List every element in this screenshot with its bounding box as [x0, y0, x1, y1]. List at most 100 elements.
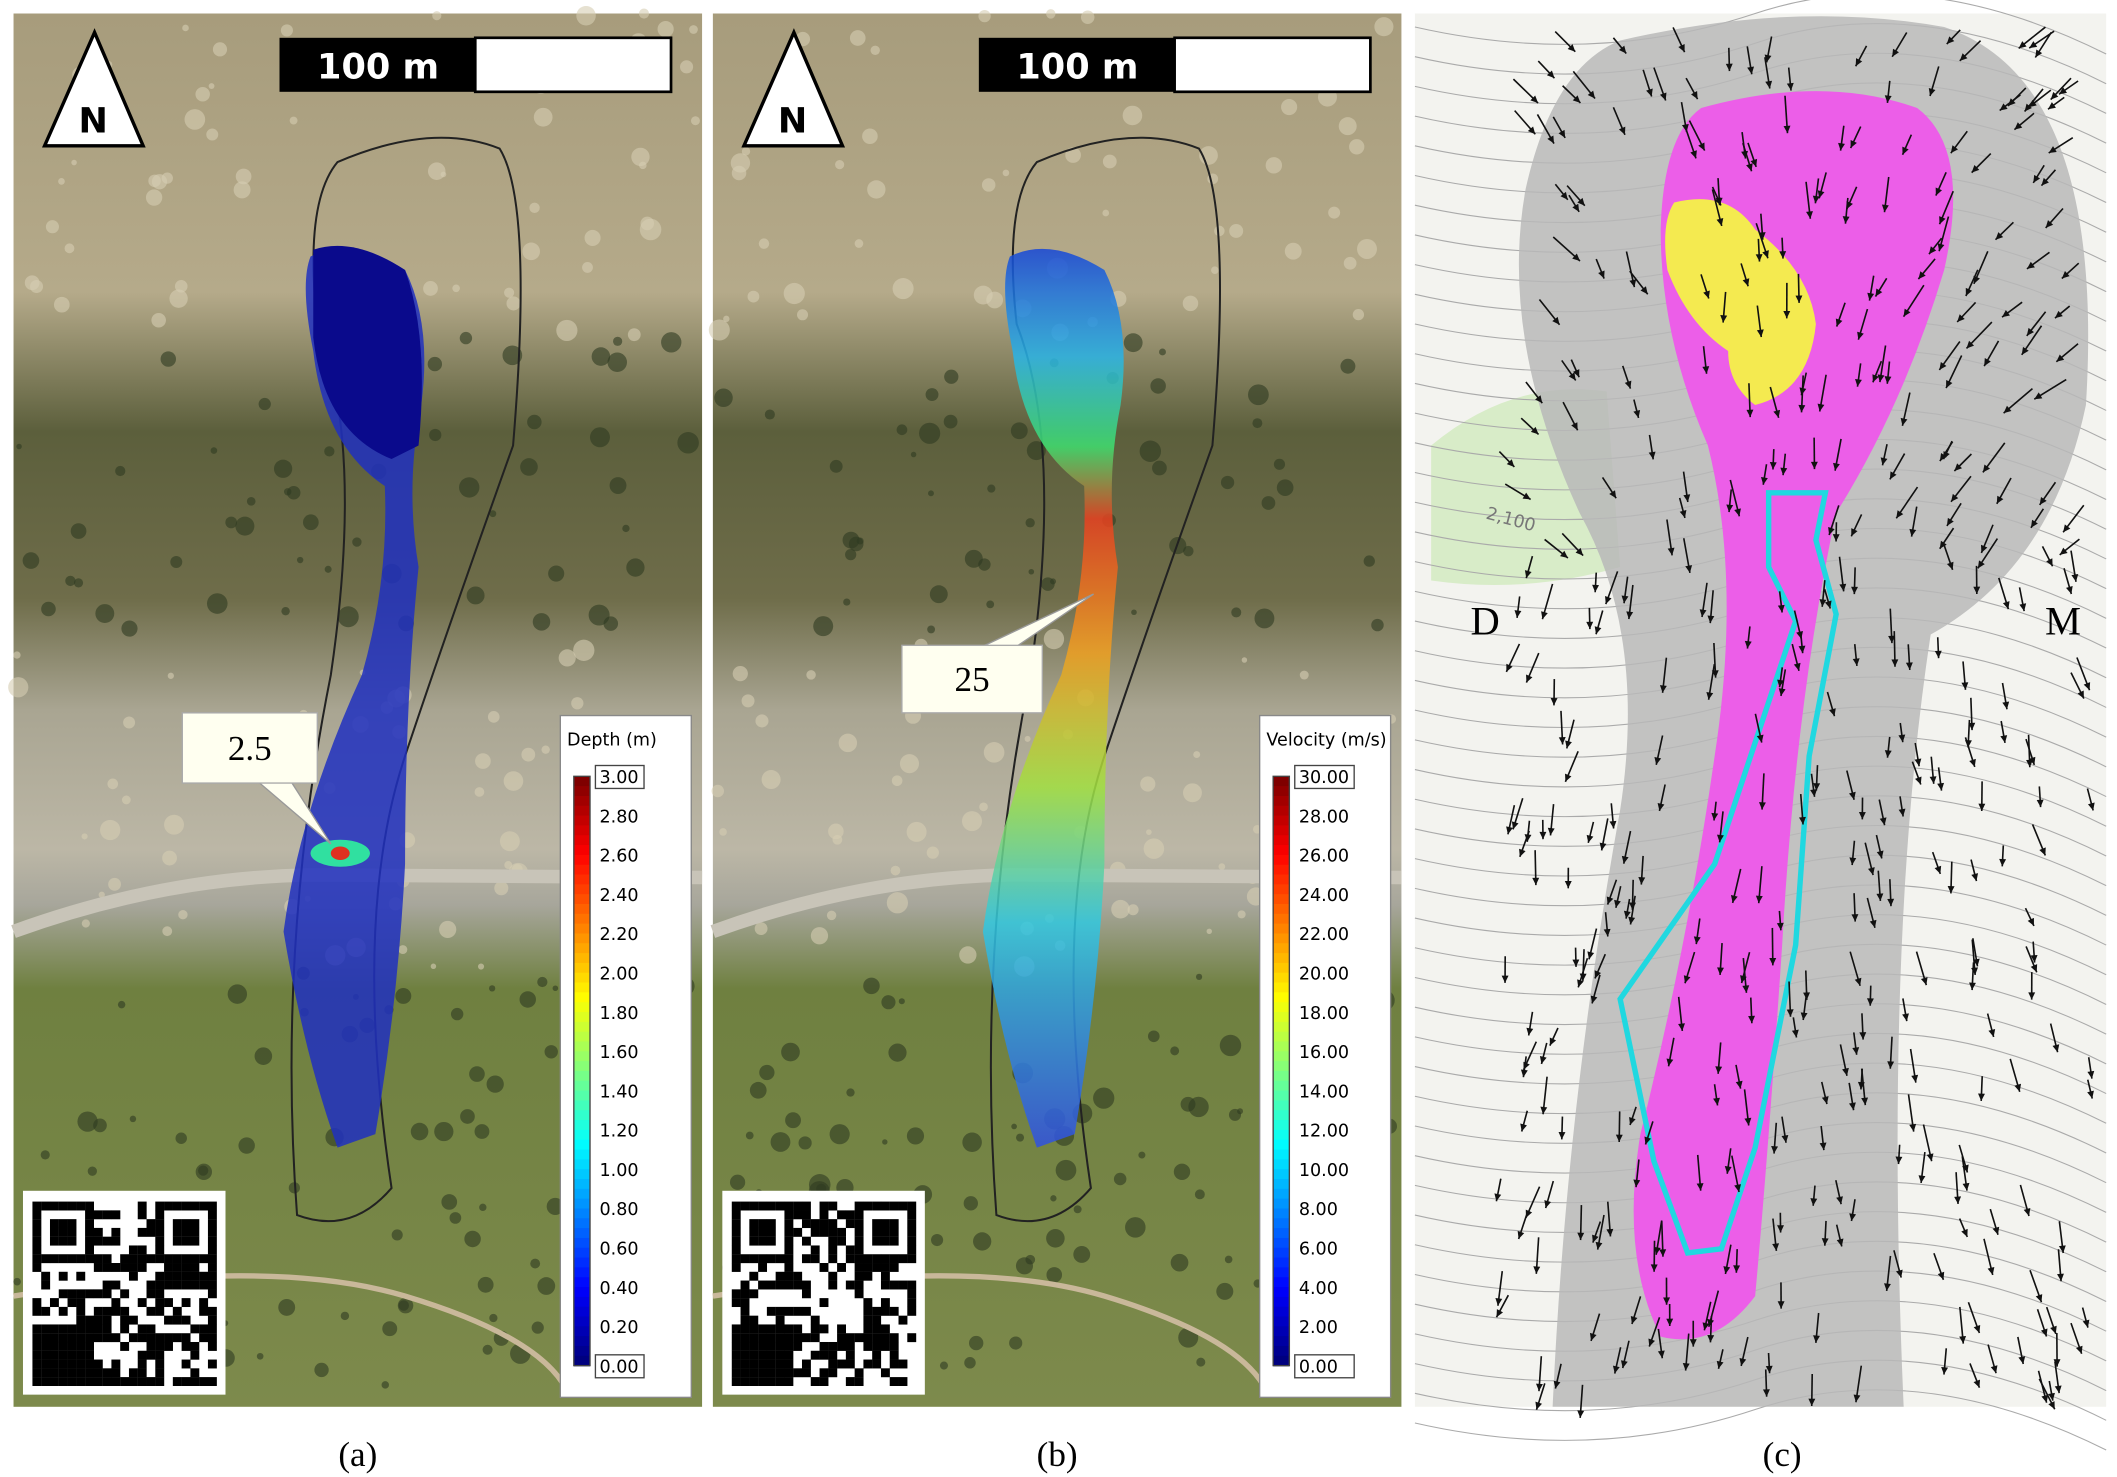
- qr-module: [32, 1245, 42, 1255]
- legend-label: 1.00: [599, 1161, 638, 1181]
- qr-module: [120, 1377, 130, 1387]
- terrain-texture: [1010, 422, 1028, 440]
- velocity-arrowhead: [1849, 857, 1857, 866]
- terrain-texture: [1340, 358, 1356, 374]
- qr-module: [207, 1359, 217, 1369]
- qr-module: [907, 1227, 917, 1237]
- velocity-arrowhead: [1977, 560, 1985, 569]
- terrain-texture: [184, 109, 206, 130]
- qr-module: [740, 1377, 750, 1387]
- qr-module: [181, 1263, 191, 1272]
- qr-module: [872, 1341, 882, 1351]
- terrain-texture: [45, 220, 59, 234]
- velocity-arrowhead: [2026, 759, 2033, 768]
- velocity-arrowhead: [1813, 783, 1821, 791]
- terrain-texture: [450, 1007, 464, 1021]
- qr-module: [111, 1280, 121, 1290]
- velocity-arrowhead: [1798, 645, 1806, 654]
- qr-module: [740, 1324, 750, 1334]
- velocity-arrowhead: [1683, 494, 1691, 502]
- qr-module: [749, 1377, 759, 1387]
- velocity-arrowhead: [1626, 611, 1634, 620]
- velocity-arrowhead: [1558, 737, 1566, 745]
- terrain-texture: [115, 465, 126, 477]
- qr-module: [181, 1315, 191, 1325]
- qr-module: [845, 1210, 855, 1220]
- terrain-texture: [537, 976, 548, 988]
- velocity-arrowhead: [1829, 708, 1836, 717]
- qr-module: [758, 1368, 768, 1378]
- terrain-texture: [886, 892, 908, 914]
- velocity-arrowhead: [1867, 292, 1875, 301]
- velocity-arrowhead: [1971, 873, 1979, 882]
- velocity-arrowhead: [1821, 1238, 1829, 1246]
- velocity-arrowhead: [1850, 139, 1857, 149]
- terrain-texture: [881, 995, 896, 1010]
- velocity-arrowhead: [1587, 951, 1595, 960]
- qr-module: [828, 1341, 838, 1351]
- velocity-arrowhead: [2030, 519, 2038, 528]
- qr-module: [137, 1210, 147, 1220]
- qr-module: [872, 1306, 882, 1316]
- terrain-texture: [281, 606, 290, 616]
- velocity-arrowhead: [1756, 734, 1764, 743]
- qr-module: [784, 1359, 794, 1369]
- qr-module: [872, 1236, 882, 1246]
- qr-module: [758, 1341, 768, 1351]
- velocity-arrowhead: [1679, 509, 1687, 518]
- qr-module: [828, 1219, 838, 1229]
- velocity-arrowhead: [1657, 803, 1665, 811]
- terrain-texture: [758, 238, 770, 249]
- qr-module: [93, 1263, 103, 1272]
- qr-module: [76, 1359, 86, 1369]
- terrain-texture: [899, 754, 920, 774]
- legend-label: 18.00: [1299, 1004, 1349, 1024]
- terrain-texture: [1281, 98, 1298, 116]
- qr-module: [181, 1298, 191, 1308]
- terrain-texture: [896, 424, 908, 436]
- colorbar-segment: [573, 1100, 591, 1111]
- qr-module: [146, 1227, 156, 1237]
- velocity-arrowhead: [1855, 378, 1862, 387]
- qr-module: [207, 1289, 217, 1299]
- qr-module: [85, 1289, 94, 1299]
- terrain-texture: [1273, 458, 1286, 470]
- qr-module: [740, 1298, 750, 1308]
- terrain-texture: [1170, 1253, 1189, 1272]
- qr-module: [863, 1271, 873, 1281]
- qr-module: [740, 1368, 750, 1378]
- terrain-texture: [1009, 1336, 1023, 1350]
- velocity-arrowhead: [1577, 1410, 1585, 1418]
- colorbar-segment: [573, 972, 591, 984]
- velocity-arrowhead: [1659, 685, 1667, 693]
- velocity-arrowhead: [1691, 91, 1698, 100]
- velocity-arrowhead: [1523, 1061, 1530, 1070]
- qr-module: [93, 1236, 103, 1246]
- legend-label: 14.00: [1299, 1082, 1349, 1102]
- velocity-arrowhead: [1842, 216, 1850, 224]
- qr-module: [32, 1219, 42, 1229]
- velocity-arrowhead: [2027, 917, 2034, 926]
- terrain-texture: [77, 1111, 98, 1132]
- terrain-texture: [1152, 460, 1167, 476]
- velocity-arrowhead: [2048, 1401, 2055, 1410]
- qr-module: [845, 1280, 855, 1290]
- terrain-texture: [1102, 154, 1117, 169]
- terrain-texture: [95, 604, 115, 623]
- velocity-arrowhead: [1575, 547, 1584, 556]
- terrain-texture: [58, 178, 65, 185]
- qr-module: [199, 1280, 209, 1290]
- qr-module: [111, 1359, 121, 1369]
- terrain-texture: [842, 531, 860, 549]
- map-panel: N 100 m 25 Velocity (m/s) 30.00 28.00 26.00 24.…: [708, 9, 1402, 1407]
- qr-module: [907, 1280, 917, 1290]
- colorbar-segment: [573, 1345, 591, 1357]
- colorbar-segment: [573, 1208, 591, 1219]
- terrain-texture: [395, 988, 412, 1004]
- legend-label-frame: [1294, 764, 1355, 790]
- qr-module: [207, 1315, 217, 1325]
- velocity-arrowhead: [1934, 865, 1942, 874]
- terrain-texture: [1237, 1108, 1244, 1115]
- qr-module: [907, 1333, 917, 1343]
- qr-module: [120, 1254, 130, 1264]
